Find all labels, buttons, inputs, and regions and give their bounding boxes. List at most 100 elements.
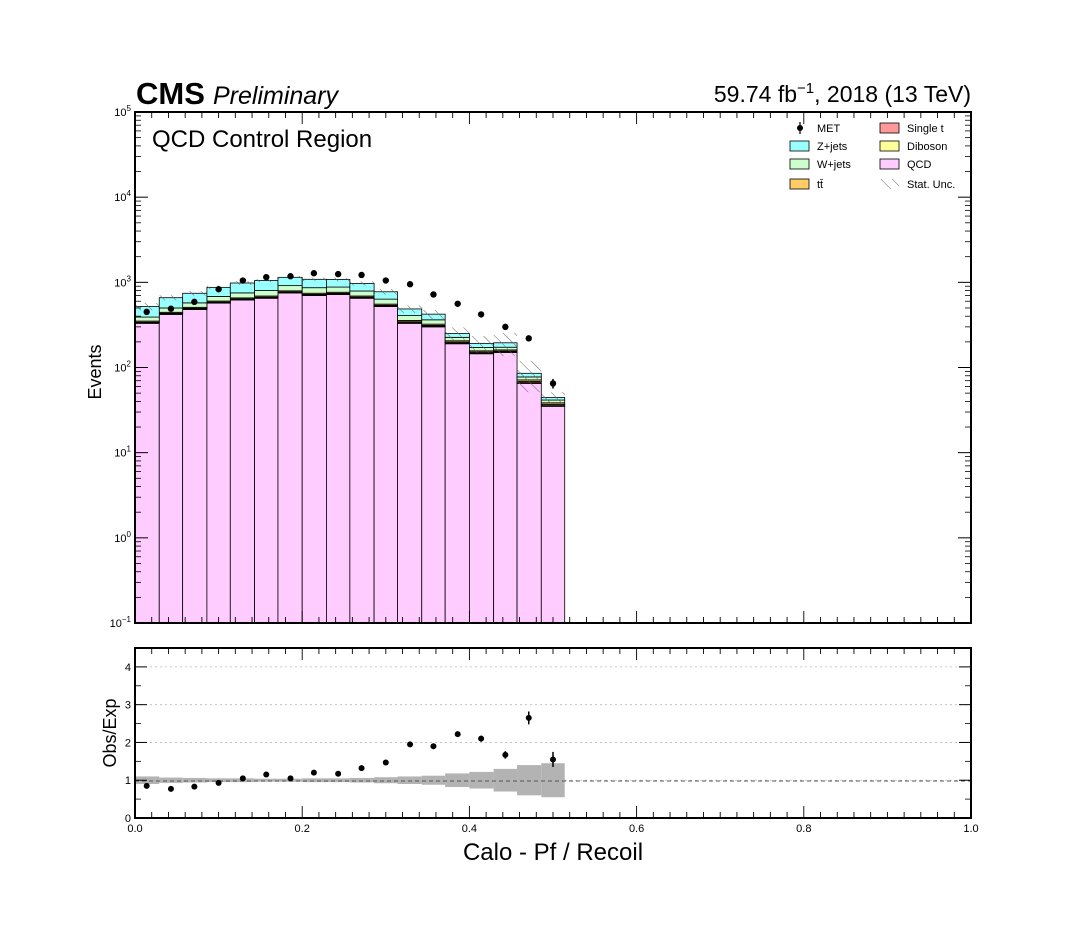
bar — [373, 306, 398, 623]
ratio-band-bin — [374, 777, 398, 784]
bar — [301, 295, 327, 623]
legend-label: Stat. Unc. — [907, 179, 955, 191]
stat-unc-bin — [159, 295, 183, 301]
x-tick-label: 0.2 — [295, 823, 310, 835]
ratio-point — [525, 714, 532, 721]
bar — [373, 298, 398, 305]
main-x-ticks — [134, 112, 972, 623]
ratio-band-bin — [159, 777, 183, 783]
data-point — [525, 335, 532, 342]
y-tick-label: 10−1 — [110, 615, 132, 630]
x-tick-label: 0.0 — [127, 823, 142, 835]
bar — [421, 319, 446, 325]
legend-label: QCD — [907, 159, 932, 171]
stat-unc-bin — [469, 336, 494, 353]
stat-unc-bin — [135, 302, 160, 311]
data-point — [334, 270, 342, 278]
stat-unc-bin — [349, 281, 375, 286]
bar — [182, 309, 208, 623]
y-tick-label: 0 — [125, 813, 131, 825]
ratio-band-bin — [135, 776, 160, 784]
bar — [135, 322, 160, 623]
bar — [493, 352, 518, 623]
ratio-uncertainty-band — [135, 763, 565, 798]
legend: MET Z+jets W+jets tt̄ Single t Diboson QCD Stat… — [789, 122, 955, 191]
ratio-band-bin — [469, 771, 494, 789]
legend-swatch — [789, 158, 810, 170]
x-axis-label: Calo - Pf / Recoil — [463, 839, 643, 866]
ratio-band-bin — [517, 765, 542, 796]
legend-swatch — [879, 122, 900, 134]
data-point — [549, 380, 557, 387]
data-point — [263, 273, 270, 281]
ratio-point — [143, 782, 150, 789]
legend-label: MET — [817, 123, 841, 135]
experiment-label: CMS — [136, 76, 205, 111]
legend-entry: Diboson — [879, 140, 947, 153]
stat-unc-bin — [254, 279, 278, 283]
stat-unc-bin — [421, 309, 446, 319]
ratio-band-bin — [326, 778, 350, 783]
bar — [516, 383, 542, 623]
legend-label: Z+jets — [817, 141, 848, 153]
status-label: Preliminary — [213, 82, 340, 110]
stat-unc-bin — [517, 360, 542, 393]
ratio-point — [310, 769, 317, 776]
ratio-band-bin — [397, 776, 422, 784]
bar — [444, 343, 470, 623]
legend-entry: tt̄ — [789, 178, 823, 191]
ratio-band-bin — [254, 778, 278, 782]
y-tick-label: 104 — [114, 189, 131, 204]
y-tick-label: 3 — [125, 700, 131, 712]
y-tick-label: 1 — [125, 775, 131, 787]
bar — [254, 290, 279, 297]
ratio-point — [454, 731, 461, 738]
legend-entry: Single t — [879, 122, 944, 135]
legend-swatch — [879, 158, 900, 170]
bar — [254, 297, 279, 623]
legend-entry: QCD — [879, 158, 932, 171]
stat-unc-bin — [182, 291, 207, 296]
stat-unc-bin — [541, 392, 565, 404]
bar — [349, 290, 375, 297]
ratio-band-bin — [182, 777, 207, 783]
legend-entry: Z+jets — [789, 140, 848, 153]
ratio-point — [215, 779, 222, 786]
ratio-band-bin — [445, 773, 470, 788]
ratio-panel: 0 1 2 3 4 0.0 0.2 0.4 0.6 0.8 1.0 Obs/Exp Calo - … — [100, 647, 979, 866]
legend-label: Diboson — [907, 141, 947, 153]
region-label: QCD Control Region — [152, 126, 372, 153]
ratio-band-bin — [541, 763, 565, 798]
legend-entry: Stat. Unc. — [880, 179, 955, 191]
legend-label: Single t — [907, 123, 944, 135]
bar — [397, 315, 423, 321]
legend-swatch — [789, 178, 810, 190]
ratio-band-bin — [349, 777, 375, 783]
legend-entry: W+jets — [789, 158, 851, 171]
data-points — [143, 270, 557, 389]
data-point — [477, 311, 485, 318]
data-point — [406, 281, 414, 288]
ratio-band-bin — [421, 775, 446, 785]
ratio-grid — [135, 666, 971, 781]
x-tick-label: 0.4 — [462, 823, 477, 835]
y-tick-label: 103 — [114, 274, 131, 289]
data-point — [215, 286, 222, 293]
series-qcd — [135, 292, 566, 623]
bar — [229, 299, 255, 623]
stat-uncertainty-band — [135, 275, 565, 404]
data-point — [310, 270, 318, 277]
data-point — [430, 291, 437, 298]
stat-unc-bin — [302, 277, 327, 282]
ratio-band-bin — [302, 778, 327, 783]
stacked-histograms — [135, 276, 566, 623]
ratio-point — [191, 783, 198, 790]
legend-entry: MET — [797, 122, 841, 135]
y-tick-label: 102 — [114, 360, 131, 375]
legend-hatch — [880, 179, 899, 189]
ratio-point — [263, 771, 270, 778]
ratio-point — [550, 756, 556, 763]
data-point — [454, 300, 461, 307]
legend-label: W+jets — [817, 159, 851, 171]
bar — [421, 326, 446, 623]
